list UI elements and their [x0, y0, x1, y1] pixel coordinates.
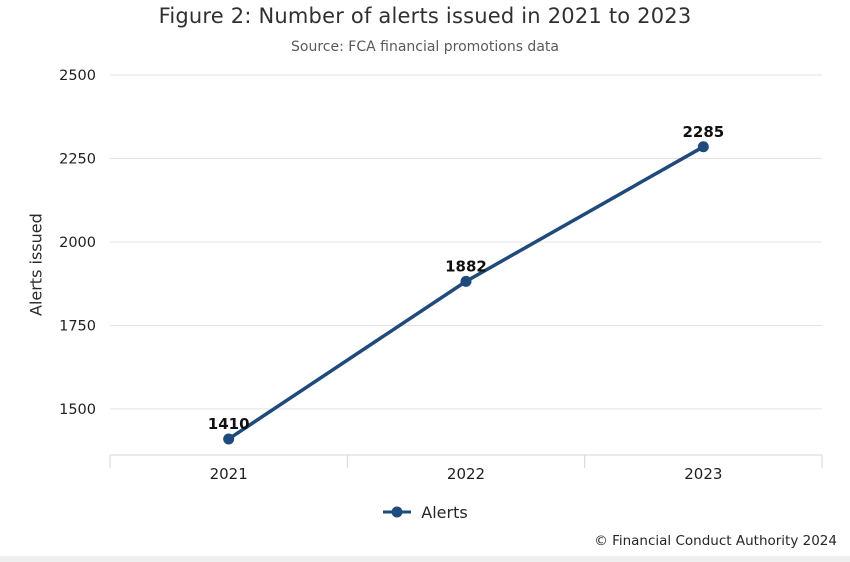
line-chart-canvas: 1500 1750 2000 2250 2500 2021 2022 2023 1410 1882… [59, 68, 823, 483]
footer-copyright: © Financial Conduct Authority 2024 [594, 533, 837, 549]
y-tick-label: 1750 [59, 318, 96, 334]
x-tick-label: 2023 [684, 465, 722, 483]
legend: Alerts [0, 502, 850, 522]
bottom-edge-bar [0, 556, 850, 562]
data-point-label: 1410 [208, 415, 250, 433]
data-point [460, 275, 472, 287]
data-point [697, 141, 709, 153]
data-point-label: 1882 [445, 257, 487, 275]
data-point [223, 433, 235, 445]
legend-line-marker-icon [383, 506, 412, 518]
y-tick-label: 2000 [59, 235, 96, 251]
legend-label: Alerts [421, 502, 468, 522]
y-tick-label: 1500 [59, 402, 96, 418]
y-tick-label: 2250 [59, 151, 96, 167]
series-line [226, 145, 706, 441]
y-tick-label: 2500 [59, 68, 96, 84]
x-tick-label: 2022 [447, 465, 485, 483]
data-point-label: 2285 [682, 123, 724, 141]
x-tick-label: 2021 [210, 465, 248, 483]
chart-title: Figure 2: Number of alerts issued in 202… [158, 4, 692, 28]
chart-subtitle: Source: FCA financial promotions data [291, 39, 559, 55]
